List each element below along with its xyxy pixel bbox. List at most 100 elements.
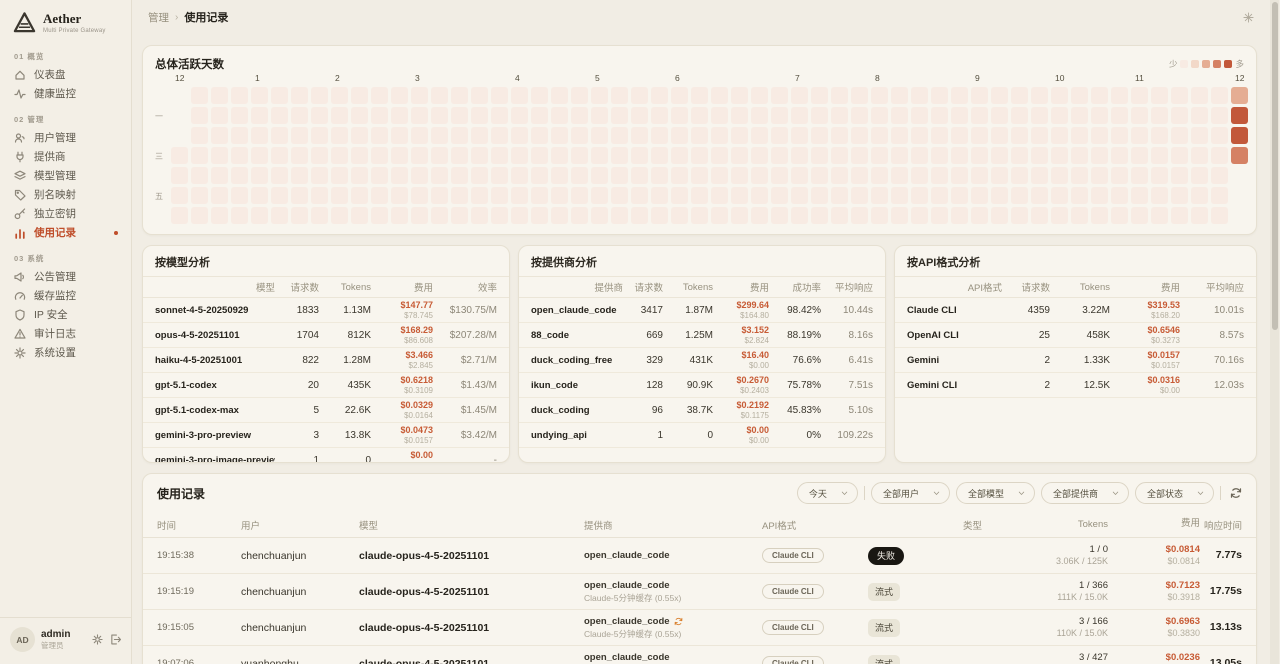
heatmap-cell[interactable] <box>1211 107 1228 124</box>
heatmap-cell[interactable] <box>1031 127 1048 144</box>
heatmap-cell[interactable] <box>651 107 668 124</box>
heatmap-cell[interactable] <box>311 167 328 184</box>
heatmap-cell[interactable] <box>391 207 408 224</box>
heatmap-cell[interactable] <box>751 187 768 204</box>
heatmap-cell[interactable] <box>1011 207 1028 224</box>
heatmap-cell[interactable] <box>471 207 488 224</box>
heatmap-cell[interactable] <box>971 207 988 224</box>
heatmap-cell[interactable] <box>1091 167 1108 184</box>
heatmap-cell[interactable] <box>371 207 388 224</box>
heatmap-cell[interactable] <box>1071 107 1088 124</box>
heatmap-cell[interactable] <box>1191 127 1208 144</box>
heatmap-cell[interactable] <box>611 167 628 184</box>
heatmap-cell[interactable] <box>351 107 368 124</box>
heatmap-cell[interactable] <box>191 187 208 204</box>
heatmap-cell[interactable] <box>271 207 288 224</box>
heatmap-cell[interactable] <box>451 107 468 124</box>
heatmap-cell[interactable] <box>1011 167 1028 184</box>
heatmap-cell[interactable] <box>511 127 528 144</box>
heatmap-cell[interactable] <box>1211 147 1228 164</box>
heatmap-cell[interactable] <box>871 187 888 204</box>
heatmap-cell[interactable] <box>731 207 748 224</box>
heatmap-cell[interactable] <box>1131 127 1148 144</box>
heatmap-cell[interactable] <box>931 107 948 124</box>
heatmap-cell[interactable] <box>431 127 448 144</box>
heatmap-cell[interactable] <box>771 187 788 204</box>
heatmap-cell[interactable] <box>911 87 928 104</box>
heatmap-cell[interactable] <box>791 107 808 124</box>
heatmap-cell[interactable] <box>651 187 668 204</box>
heatmap-cell[interactable] <box>571 87 588 104</box>
heatmap-cell[interactable] <box>1051 127 1068 144</box>
heatmap-cell[interactable] <box>331 207 348 224</box>
heatmap-cell[interactable] <box>451 147 468 164</box>
heatmap-cell[interactable] <box>951 187 968 204</box>
usage-row[interactable]: 19:15:19 chenchuanjun claude-opus-4-5-20… <box>143 574 1256 610</box>
heatmap-cell[interactable] <box>411 147 428 164</box>
sidebar-item[interactable]: 别名映射 <box>0 185 131 204</box>
heatmap-cell[interactable] <box>711 207 728 224</box>
heatmap-cell[interactable] <box>431 147 448 164</box>
heatmap-cell[interactable] <box>251 207 268 224</box>
heatmap-cell[interactable] <box>911 207 928 224</box>
heatmap-cell[interactable] <box>971 107 988 124</box>
heatmap-cell[interactable] <box>991 147 1008 164</box>
heatmap-cell[interactable] <box>231 187 248 204</box>
heatmap-cell[interactable] <box>491 87 508 104</box>
heatmap-cell[interactable] <box>1171 187 1188 204</box>
heatmap-cell[interactable] <box>951 87 968 104</box>
heatmap-cell[interactable] <box>531 87 548 104</box>
heatmap-cell[interactable] <box>751 127 768 144</box>
heatmap-cell[interactable] <box>951 207 968 224</box>
heatmap-cell[interactable] <box>1211 207 1228 224</box>
heatmap-cell[interactable] <box>1071 147 1088 164</box>
heatmap-cell[interactable] <box>311 107 328 124</box>
heatmap-cell[interactable] <box>211 147 228 164</box>
heatmap-cell[interactable] <box>251 107 268 124</box>
heatmap-cell[interactable] <box>291 87 308 104</box>
heatmap-cell[interactable] <box>471 87 488 104</box>
heatmap-cell[interactable] <box>1071 207 1088 224</box>
heatmap-cell[interactable] <box>611 147 628 164</box>
usage-row[interactable]: 19:07:06 yuanhonghu claude-opus-4-5-2025… <box>143 646 1256 664</box>
heatmap-cell[interactable] <box>931 187 948 204</box>
heatmap-cell[interactable] <box>871 87 888 104</box>
sidebar-item[interactable]: 公告管理 <box>0 267 131 286</box>
theme-toggle-icon[interactable] <box>1243 11 1254 23</box>
heatmap-cell[interactable] <box>1231 127 1248 144</box>
heatmap-cell[interactable] <box>551 167 568 184</box>
heatmap-cell[interactable] <box>1051 187 1068 204</box>
heatmap-cell[interactable] <box>1131 147 1148 164</box>
heatmap-cell[interactable] <box>791 147 808 164</box>
heatmap-cell[interactable] <box>951 107 968 124</box>
heatmap-cell[interactable] <box>991 107 1008 124</box>
heatmap-cell[interactable] <box>591 207 608 224</box>
heatmap-cell[interactable] <box>1151 147 1168 164</box>
heatmap-cell[interactable] <box>271 187 288 204</box>
heatmap-cell[interactable] <box>951 147 968 164</box>
heatmap-cell[interactable] <box>611 87 628 104</box>
heatmap-cell[interactable] <box>471 167 488 184</box>
heatmap-cell[interactable] <box>671 207 688 224</box>
heatmap-cell[interactable] <box>771 207 788 224</box>
heatmap-cell[interactable] <box>351 187 368 204</box>
heatmap-cell[interactable] <box>351 167 368 184</box>
heatmap-cell[interactable] <box>631 147 648 164</box>
heatmap-cell[interactable] <box>811 87 828 104</box>
logout-icon[interactable] <box>110 634 121 645</box>
heatmap-cell[interactable] <box>991 127 1008 144</box>
heatmap-cell[interactable] <box>791 187 808 204</box>
heatmap-cell[interactable] <box>191 127 208 144</box>
heatmap-cell[interactable] <box>1111 187 1128 204</box>
heatmap-cell[interactable] <box>1151 187 1168 204</box>
heatmap-cell[interactable] <box>791 167 808 184</box>
heatmap-cell[interactable] <box>711 87 728 104</box>
heatmap-cell[interactable] <box>671 127 688 144</box>
refresh-icon[interactable] <box>1230 487 1242 499</box>
heatmap-cell[interactable] <box>591 187 608 204</box>
heatmap-cell[interactable] <box>1191 87 1208 104</box>
heatmap-cell[interactable] <box>851 107 868 124</box>
heatmap-cell[interactable] <box>1031 207 1048 224</box>
heatmap-cell[interactable] <box>1071 167 1088 184</box>
heatmap-cell[interactable] <box>771 127 788 144</box>
